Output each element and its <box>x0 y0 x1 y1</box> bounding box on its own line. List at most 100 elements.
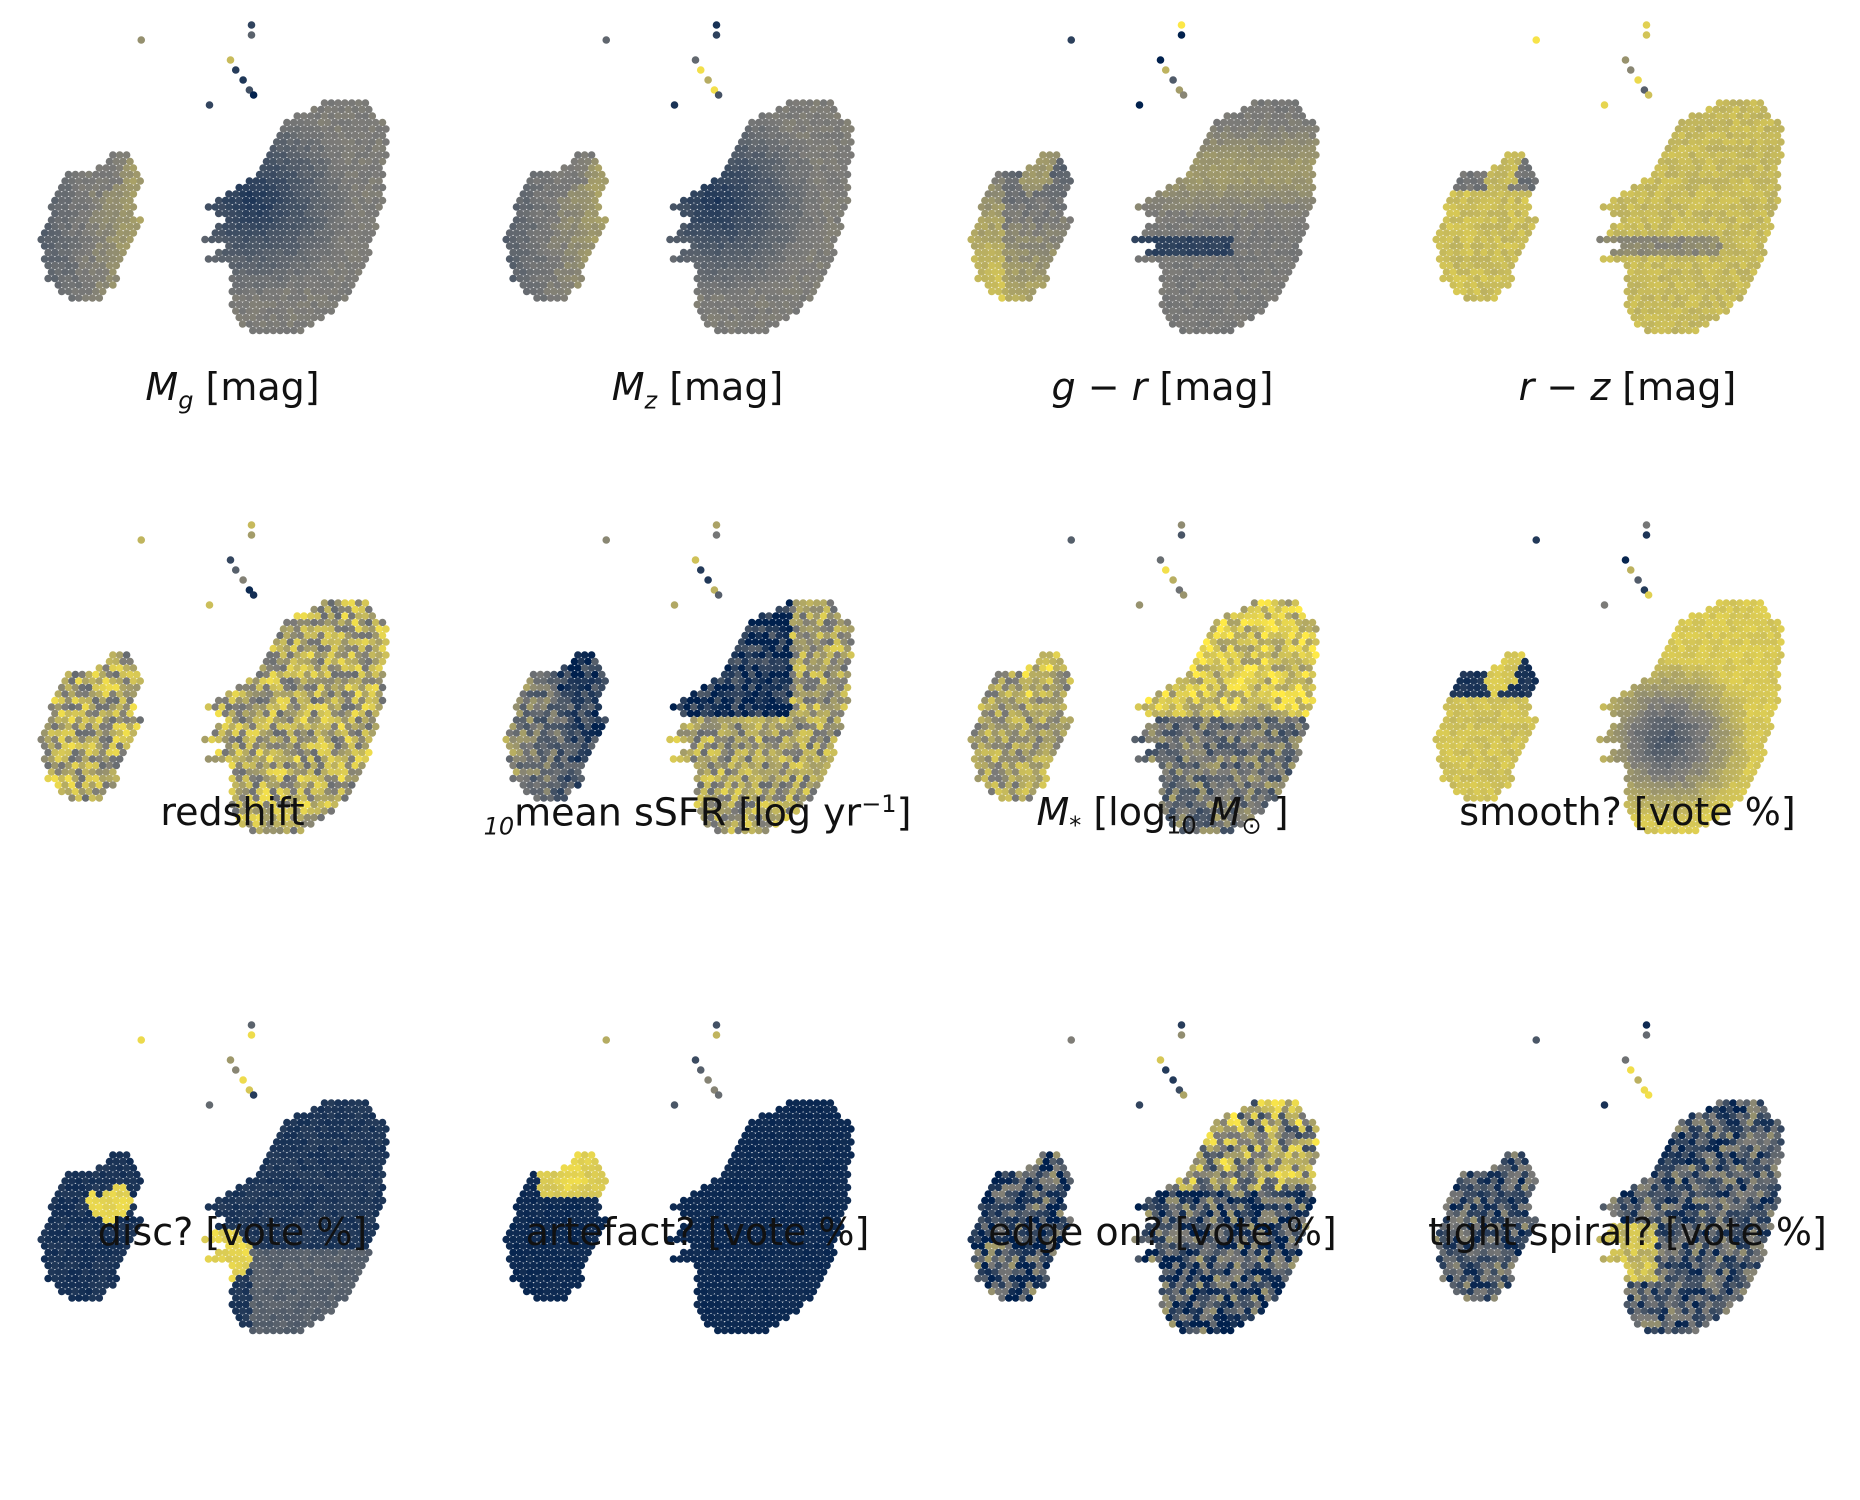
point <box>1028 287 1037 296</box>
point <box>1155 242 1163 250</box>
point <box>92 196 100 205</box>
point <box>1756 216 1765 224</box>
point <box>1736 203 1744 211</box>
point <box>1766 170 1775 179</box>
point <box>1490 203 1499 211</box>
point <box>772 268 780 276</box>
point <box>1456 190 1464 198</box>
point <box>112 657 121 666</box>
point <box>296 800 305 809</box>
point <box>1209 281 1218 289</box>
point <box>1678 118 1686 127</box>
point <box>1725 131 1734 140</box>
point <box>717 281 725 289</box>
point <box>789 157 797 166</box>
point <box>1746 105 1754 114</box>
point <box>816 118 824 127</box>
point <box>1260 131 1269 140</box>
point <box>1514 170 1522 179</box>
point <box>1192 222 1201 231</box>
point <box>1766 157 1775 166</box>
point <box>44 261 52 270</box>
point <box>341 268 349 276</box>
point <box>1199 248 1208 257</box>
point <box>296 748 305 757</box>
point <box>1466 235 1475 244</box>
point <box>307 820 315 828</box>
point <box>1749 203 1758 211</box>
point <box>1766 118 1775 127</box>
point <box>1473 222 1481 231</box>
point <box>799 216 807 224</box>
point <box>799 664 807 672</box>
point <box>809 709 818 718</box>
point <box>567 268 575 276</box>
point <box>765 216 773 224</box>
point <box>266 164 274 172</box>
point <box>1456 203 1464 211</box>
point <box>269 696 278 705</box>
point <box>792 112 801 120</box>
point <box>68 294 76 302</box>
point <box>1763 177 1772 185</box>
point <box>987 209 996 218</box>
point <box>823 183 831 192</box>
point <box>696 66 705 74</box>
point <box>744 294 753 302</box>
point <box>105 261 114 270</box>
point <box>1192 274 1201 283</box>
point <box>1654 203 1662 211</box>
point <box>307 164 315 172</box>
point <box>1220 300 1228 309</box>
point <box>1028 222 1037 231</box>
point <box>1199 170 1208 179</box>
point <box>354 716 363 724</box>
point <box>1729 216 1737 224</box>
point <box>710 216 719 224</box>
point <box>830 696 838 705</box>
point <box>102 281 110 289</box>
point <box>1695 255 1703 263</box>
point <box>1630 287 1638 296</box>
point <box>330 670 339 679</box>
point <box>57 735 66 744</box>
point <box>283 261 291 270</box>
point <box>712 21 721 29</box>
point <box>1637 196 1645 205</box>
point <box>806 190 814 198</box>
point <box>1199 196 1208 205</box>
point <box>71 287 80 296</box>
point <box>232 716 240 724</box>
point <box>1196 281 1204 289</box>
point <box>587 242 596 250</box>
point <box>358 631 366 640</box>
point <box>748 261 756 270</box>
point <box>1240 144 1248 153</box>
point <box>1035 222 1044 231</box>
point <box>1708 216 1717 224</box>
point <box>707 248 715 257</box>
point <box>235 800 243 809</box>
point <box>1746 274 1754 283</box>
point <box>792 625 801 633</box>
point <box>758 216 766 224</box>
point <box>1702 281 1710 289</box>
point <box>105 722 114 731</box>
point <box>1452 209 1461 218</box>
point <box>259 755 267 763</box>
point <box>1729 138 1737 146</box>
point <box>286 638 295 646</box>
point <box>1226 183 1235 192</box>
point <box>221 196 230 205</box>
point <box>1633 216 1642 224</box>
point <box>1640 255 1649 263</box>
point <box>1223 268 1231 276</box>
point <box>1011 294 1020 302</box>
point <box>337 144 346 153</box>
point <box>105 209 114 218</box>
point <box>293 794 302 802</box>
point <box>303 813 312 822</box>
point <box>232 255 240 263</box>
point <box>1005 190 1013 198</box>
point <box>296 618 305 627</box>
